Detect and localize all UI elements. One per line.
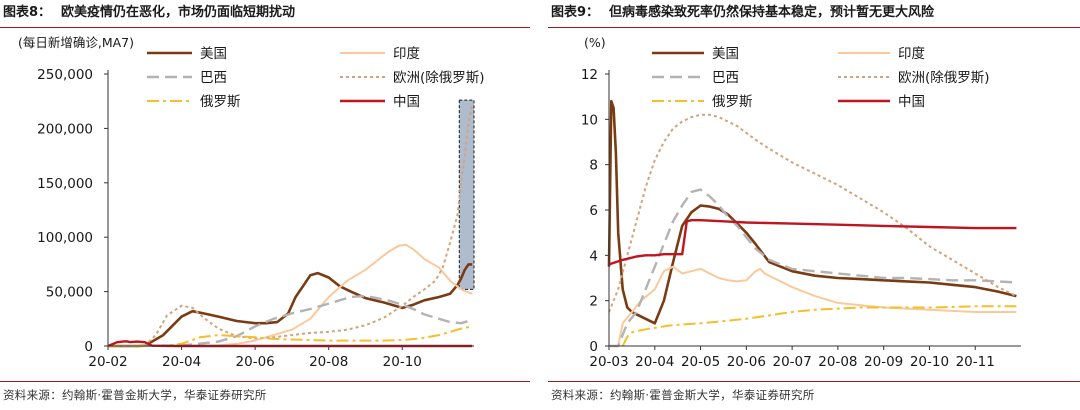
legend-label-brazil: 巴西	[200, 70, 227, 86]
legend-label-china: 中国	[393, 94, 420, 110]
x-tick-label: 20-04	[162, 354, 201, 370]
x-tick-label: 20-09	[864, 354, 903, 370]
x-tick-label: 20-08	[309, 354, 348, 370]
y-tick-label: 100,000	[37, 230, 93, 246]
highlight-box	[458, 99, 475, 290]
x-tick-label: 20-06	[236, 354, 275, 370]
series-line-europe	[608, 113, 1017, 313]
y-tick-label: 4	[589, 248, 598, 264]
source-note: 资料来源：约翰斯·霍普金斯大学，华泰证券研究所	[3, 388, 267, 402]
legend-label-russia: 俄罗斯	[712, 94, 753, 110]
y-tick-label: 250,000	[37, 67, 93, 83]
series-line-us	[108, 263, 473, 348]
chart-title: 图表9： 但病毒感染致死率仍然保持基本稳定，预计暂无更大风险	[548, 2, 1080, 28]
fatality-rate-chart: (%) 0 2 4 6 8 10 12 20-03 20-04 20-05 20-06 20-07 20-…	[581, 35, 1021, 370]
series-line-china	[608, 218, 1017, 266]
x-tick-label: 20-07	[772, 354, 811, 370]
panel-new-cases: 图表8： 欧美疫情仍在恶化，市场仍面临短期扰动 (每日新增确诊,MA7) 0 50,0…	[0, 0, 530, 410]
series-line-brazil	[107, 294, 473, 348]
series-line-europe	[108, 104, 474, 347]
y-tick-label: 8	[589, 158, 598, 174]
y-unit-label: (每日新增确诊,MA7)	[18, 35, 134, 50]
y-tick-label: 2	[589, 294, 598, 310]
x-tick-label: 20-06	[727, 354, 766, 370]
new-cases-chart: (每日新增确诊,MA7) 0 50,000 100,000 150,000 200,000…	[18, 35, 485, 370]
legend-label-india: 印度	[393, 46, 420, 62]
x-tick-label: 20-02	[88, 354, 127, 370]
y-tick-label: 6	[589, 203, 598, 219]
x-tick-label: 20-08	[818, 354, 857, 370]
y-tick-label: 0	[589, 339, 598, 355]
x-tick-label: 20-05	[681, 354, 720, 370]
series-line-us	[607, 99, 1017, 325]
legend-label-us: 美国	[200, 46, 227, 62]
x-tick-label: 20-03	[589, 354, 628, 370]
y-tick-label: 50,000	[46, 285, 93, 301]
panel-fatality-rate: 图表9： 但病毒感染致死率仍然保持基本稳定，预计暂无更大风险 (%) 0 2 4 6 8 10…	[548, 0, 1080, 410]
x-tick-label: 20-10	[910, 354, 949, 370]
legend-label-europe: 欧洲(除俄罗斯)	[393, 70, 485, 86]
y-tick-label: 10	[581, 112, 598, 128]
chart-title: 图表8： 欧美疫情仍在恶化，市场仍面临短期扰动	[0, 2, 530, 28]
y-unit-label: (%)	[584, 35, 606, 50]
legend-label-russia: 俄罗斯	[200, 94, 241, 110]
chart-title-text: 但病毒感染致死率仍然保持基本稳定，预计暂无更大风险	[609, 5, 935, 20]
series-line-russia	[108, 325, 473, 347]
x-tick-label: 20-11	[956, 354, 995, 370]
chart-number: 图表9：	[551, 5, 600, 20]
legend-label-brazil: 巴西	[712, 70, 739, 86]
bottom-rule	[548, 381, 1080, 382]
y-tick-label: 12	[581, 67, 598, 83]
source-note: 资料来源：约翰斯·霍普金斯大学，华泰证券研究所	[551, 388, 815, 402]
chart-title-text: 欧美疫情仍在恶化，市场仍面临短期扰动	[61, 5, 296, 20]
chart-number: 图表8：	[3, 5, 52, 20]
bottom-rule	[0, 381, 530, 382]
y-tick-label: 150,000	[37, 176, 93, 192]
y-tick-label: 0	[84, 339, 93, 355]
legend-label-india: 印度	[898, 46, 925, 62]
legend-label-us: 美国	[712, 46, 739, 62]
x-tick-label: 20-10	[383, 354, 422, 370]
series-line-china	[107, 340, 473, 348]
series-line-india	[107, 243, 473, 347]
y-tick-label: 200,000	[37, 121, 93, 137]
legend-label-china: 中国	[898, 94, 925, 110]
x-tick-label: 20-04	[635, 354, 674, 370]
legend-label-europe: 欧洲(除俄罗斯)	[898, 70, 990, 86]
series-line-russia	[621, 305, 1017, 347]
